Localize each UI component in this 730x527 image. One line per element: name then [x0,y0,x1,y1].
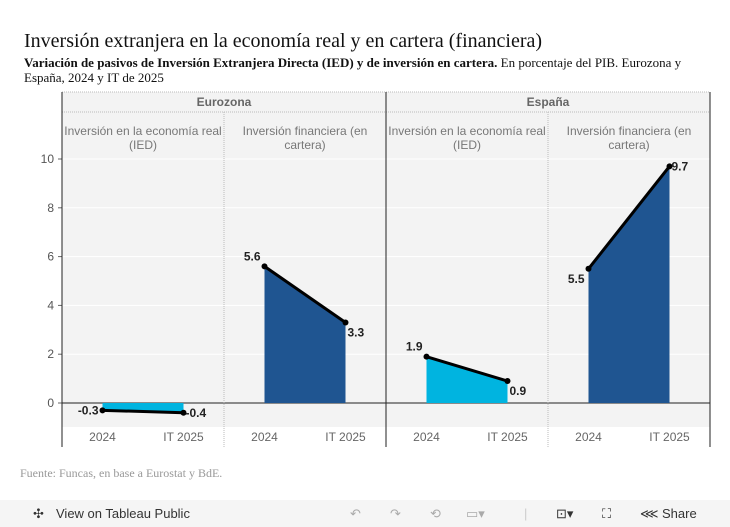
y-tick-label: 10 [41,152,55,166]
chart: 0 2 4 6 8 10 Eurozona Inversión en la economía … [41,91,711,447]
subtitle-bold: Variación de pasivos de Inversión Extran… [24,55,498,70]
refresh-icon[interactable]: ▭▾ [466,506,485,521]
panel-header: España [527,95,570,109]
y-tick-label: 2 [47,347,54,361]
data-label: 0.9 [510,384,527,398]
data-point [99,407,106,414]
data-label: 9.7 [672,159,689,173]
view-on-tableau-link[interactable]: View on Tableau Public [56,506,190,521]
panel-header: Eurozona [197,95,252,109]
series-line [263,265,347,324]
subpanel-header: Inversión en la economía real [64,124,221,138]
y-tick-label: 8 [47,201,54,215]
data-label: 5.5 [568,272,585,286]
y-tick-label: 6 [47,250,54,264]
data-label: 5.6 [244,249,261,263]
x-tick-label: 2024 [413,430,440,444]
undo-icon[interactable]: ↶ [350,506,361,521]
share-button[interactable]: Share [662,506,697,521]
x-tick-label: IT 2025 [325,430,366,444]
toolbar-divider: | [524,506,528,521]
subpanel-header: Inversión financiera (en [243,124,368,138]
data-label: 1.9 [406,340,423,354]
data-point [423,353,430,360]
area-mark [264,266,346,403]
x-tick-label: IT 2025 [163,430,204,444]
chart-subtitle: Variación de pasivos de Inversión Extran… [24,55,704,85]
x-tick-label: 2024 [251,430,278,444]
subpanel-header: Inversión financiera (en [567,124,692,138]
data-point [180,409,187,416]
data-label: 3.3 [348,325,365,339]
series-line [426,355,508,383]
x-tick-label: IT 2025 [487,430,528,444]
revert-icon[interactable]: ⟲ [430,506,441,521]
data-point [261,263,268,270]
data-point [504,378,511,385]
subtitle-rest: En porcentaje del PIB. Eurozona y España… [24,55,682,85]
subpanel-header: (IED) [129,138,157,152]
subpanel-header: Inversión en la economía real [388,124,545,138]
series-line [102,408,184,415]
area-mark [588,166,670,403]
data-label: -0.3 [78,403,99,417]
data-point [585,265,592,272]
area-mark [426,356,508,403]
share-icon[interactable]: ⋘ [640,506,659,521]
x-tick-label: IT 2025 [649,430,690,444]
fullscreen-icon[interactable]: ⛶ [602,506,612,521]
series-line [587,165,671,270]
source-note: Fuente: Funcas, en base a Eurostat y BdE… [20,466,223,480]
subpanel-header: cartera) [284,138,325,152]
data-point [666,163,673,170]
download-icon[interactable]: ⊡▾ [556,506,574,521]
y-tick-label: 0 [47,396,54,410]
redo-icon[interactable]: ↷ [390,506,401,521]
subpanel-header: (IED) [453,138,481,152]
y-tick-label: 4 [47,298,54,312]
chart-title: Inversión extranjera en la economía real… [24,30,543,52]
tableau-logo-icon: ✣ [33,506,44,521]
tableau-toolbar: ✣ View on Tableau Public ↶ ↷ ⟲ ▭▾ | ⊡▾ ⛶… [0,500,730,527]
subpanel-header: cartera) [608,138,649,152]
data-label: -0.4 [186,406,207,420]
x-tick-label: 2024 [575,430,602,444]
data-point [342,319,349,326]
x-tick-label: 2024 [89,430,116,444]
